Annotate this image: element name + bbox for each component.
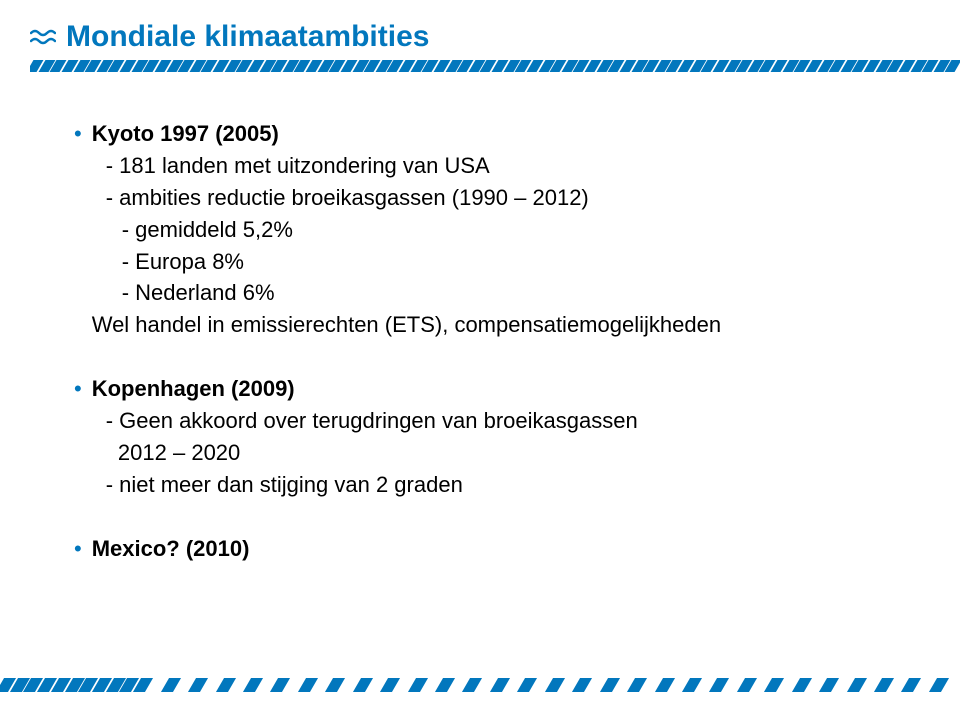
top-stripe <box>30 60 960 72</box>
sub2-line: - Europa 8% <box>92 246 900 278</box>
item-title: Mexico? (2010) <box>92 536 250 561</box>
bullet-kyoto: • Kyoto 1997 (2005) - 181 landen met uit… <box>74 118 900 341</box>
bullet-dot: • <box>74 118 82 341</box>
item-title: Kopenhagen (2009) <box>92 376 295 401</box>
item-title: Kyoto 1997 (2005) <box>92 121 279 146</box>
sub-line: - ambities reductie broeikasgassen (1990… <box>92 182 900 214</box>
wave-icon <box>30 27 56 47</box>
sub-line: - niet meer dan stijging van 2 graden <box>92 469 900 501</box>
tail-line: Wel handel in emissierechten (ETS), comp… <box>92 309 900 341</box>
bullet-dot: • <box>74 373 82 501</box>
sub-line: - 181 landen met uitzondering van USA <box>92 150 900 182</box>
content-area: • Kyoto 1997 (2005) - 181 landen met uit… <box>0 72 960 565</box>
footer-stripe <box>0 678 960 692</box>
sub-line: 2012 – 2020 <box>92 437 900 469</box>
slide-title: Mondiale klimaatambities <box>66 20 429 54</box>
bullet-dot: • <box>74 533 82 565</box>
sub-line: - Geen akkoord over terugdringen van bro… <box>92 405 900 437</box>
bullet-kopenhagen: • Kopenhagen (2009) - Geen akkoord over … <box>74 373 900 501</box>
title-row: Mondiale klimaatambities <box>0 0 960 60</box>
bullet-mexico: • Mexico? (2010) <box>74 533 900 565</box>
sub2-line: - Nederland 6% <box>92 277 900 309</box>
sub2-line: - gemiddeld 5,2% <box>92 214 900 246</box>
